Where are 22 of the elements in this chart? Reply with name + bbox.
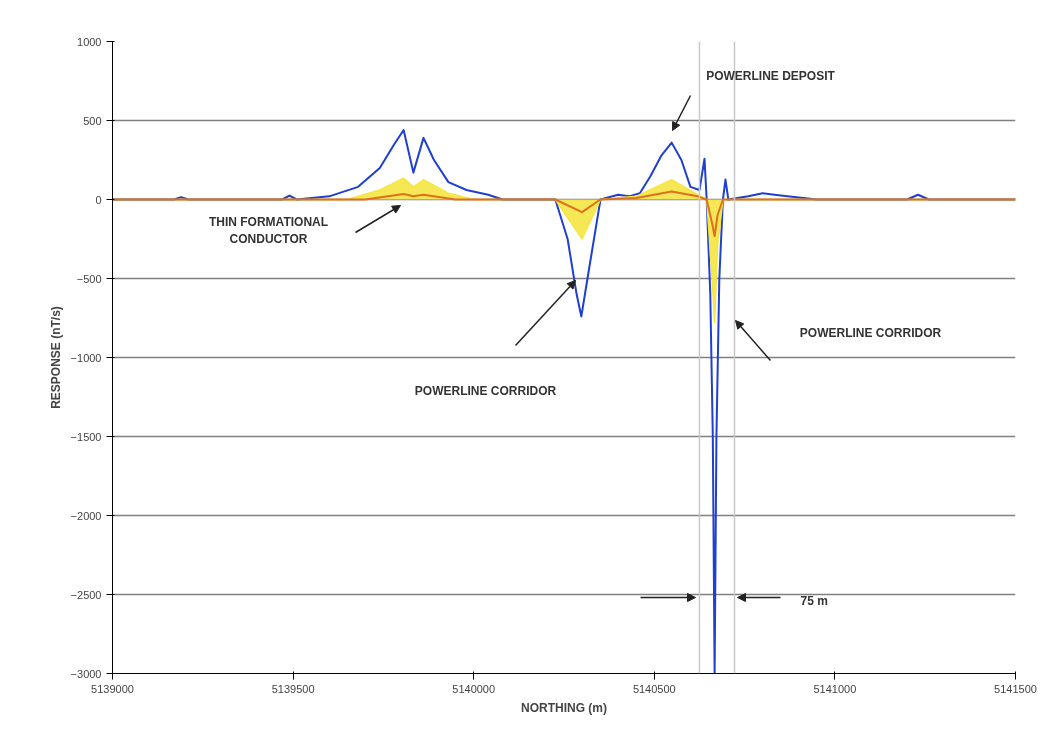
x-axis-title: NORTHING (m) xyxy=(521,700,607,715)
x-tick-label: 5141000 xyxy=(813,682,857,695)
y-tick-label: −1500 xyxy=(70,430,102,443)
y-tick-label: 500 xyxy=(83,114,102,127)
annotation: POWERLINE DEPOSIT xyxy=(706,68,836,83)
x-tick-label: 5140500 xyxy=(632,682,676,695)
annotation: THIN FORMATIONAL CONDUCTOR xyxy=(208,215,329,246)
annotation: POWERLINE CORRIDOR xyxy=(414,383,557,398)
y-axis-title: RESPONSE (nT/s) xyxy=(48,306,63,409)
y-tick-label: −2500 xyxy=(70,588,102,601)
y-tick-label: 1000 xyxy=(77,35,102,48)
y-tick-label: −1000 xyxy=(70,351,102,364)
annotation: 75 m xyxy=(800,593,828,608)
x-tick-label: 5140000 xyxy=(452,682,496,695)
x-tick-label: 5139000 xyxy=(91,682,134,695)
x-tick-label: 5141500 xyxy=(994,682,1037,695)
y-tick-label: 0 xyxy=(95,193,102,206)
y-tick-label: −500 xyxy=(76,272,102,285)
annotation: POWERLINE CORRIDOR xyxy=(799,325,942,340)
y-tick-label: −3000 xyxy=(70,667,102,680)
y-tick-label: −2000 xyxy=(70,509,102,522)
x-tick-label: 5139500 xyxy=(271,682,315,695)
